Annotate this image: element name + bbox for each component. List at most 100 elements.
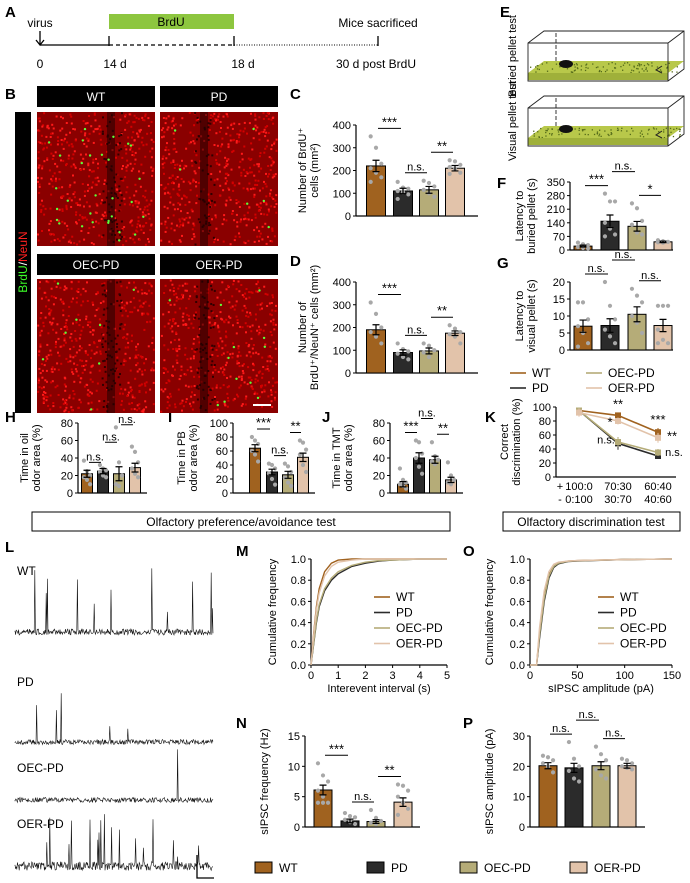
neun-signal	[167, 322, 170, 325]
data-point	[84, 477, 90, 482]
neun-signal	[218, 130, 221, 133]
neun-signal	[189, 366, 192, 369]
neun-signal	[80, 230, 83, 232]
neun-signal	[128, 113, 131, 116]
bedding-texture	[637, 68, 639, 70]
neun-signal	[62, 398, 65, 401]
neun-signal	[37, 239, 40, 242]
neun-signal	[262, 130, 265, 133]
neun-signal	[215, 119, 217, 122]
neun-signal	[170, 182, 173, 184]
data-point	[655, 429, 661, 436]
x-tick-label: 3	[390, 670, 396, 682]
neun-signal	[151, 147, 154, 150]
neun-signal	[180, 210, 182, 213]
neun-signal	[219, 291, 222, 294]
y-tick-label: 5	[559, 328, 565, 340]
neun-signal	[142, 312, 145, 315]
bedding-texture	[571, 71, 573, 73]
neun-signal	[171, 330, 174, 333]
neun-signal	[188, 142, 191, 145]
neun-signal	[105, 182, 108, 185]
neun-signal	[209, 201, 211, 204]
neun-signal	[187, 314, 190, 317]
y-axis-label: cells (mm²)	[309, 143, 321, 197]
neun-signal	[243, 145, 246, 148]
data-point	[288, 469, 294, 475]
neun-signal	[64, 409, 67, 412]
neun-signal	[174, 163, 177, 166]
neun-signal	[178, 348, 181, 350]
significance-label: n.s.	[102, 431, 120, 443]
neun-signal	[43, 147, 45, 150]
neun-signal	[44, 379, 47, 382]
neun-signal	[46, 380, 48, 383]
neun-signal	[83, 238, 86, 241]
neun-signal	[90, 365, 93, 368]
y-tick-label: 0	[345, 211, 351, 223]
neun-signal	[92, 130, 95, 133]
neun-signal	[185, 147, 188, 150]
neun-signal	[78, 240, 81, 243]
neun-signal	[193, 124, 196, 127]
neun-signal	[185, 289, 188, 292]
neun-signal	[120, 403, 123, 406]
neun-signal	[89, 326, 92, 328]
neun-signal	[261, 225, 264, 228]
neun-signal	[37, 390, 40, 393]
bedding-texture	[631, 127, 633, 130]
neun-signal	[196, 398, 199, 401]
brdu-signal	[55, 187, 58, 190]
neun-signal	[119, 204, 122, 207]
data-point	[272, 466, 278, 471]
neun-signal	[268, 381, 270, 384]
neun-signal	[95, 202, 98, 205]
neun-signal	[87, 164, 90, 167]
neun-signal	[168, 240, 171, 243]
data-point	[285, 464, 291, 469]
neun-signal	[94, 314, 97, 317]
neun-signal	[221, 347, 224, 350]
neun-signal	[171, 174, 174, 177]
neun-signal	[146, 205, 149, 208]
neun-signal	[81, 183, 84, 185]
neun-signal	[50, 309, 53, 312]
neun-signal	[39, 203, 42, 206]
neun-signal	[64, 400, 66, 402]
neun-signal	[122, 363, 125, 366]
neun-signal	[150, 138, 153, 141]
neun-signal	[254, 378, 257, 381]
neun-signal	[105, 150, 108, 153]
neun-signal	[125, 191, 128, 194]
neun-signal	[177, 185, 180, 188]
neun-signal	[166, 407, 169, 410]
neun-signal	[124, 113, 127, 116]
neun-signal	[195, 119, 198, 122]
neun-signal	[184, 373, 187, 376]
neun-signal	[77, 288, 80, 291]
neun-signal	[174, 406, 177, 409]
data-point	[406, 186, 411, 191]
neun-signal	[92, 243, 95, 246]
x-tick-label: 1	[335, 670, 341, 682]
neun-signal	[65, 164, 67, 167]
neun-signal	[177, 202, 180, 205]
neun-signal	[222, 352, 225, 355]
neun-signal	[194, 243, 197, 246]
data-point	[352, 821, 358, 827]
neun-signal	[96, 127, 99, 130]
neun-signal	[239, 129, 242, 132]
neun-signal	[265, 203, 268, 206]
neun-signal	[145, 381, 148, 384]
neun-signal	[98, 193, 101, 196]
neun-signal	[137, 354, 140, 357]
neun-signal	[248, 343, 251, 346]
error-bar	[399, 349, 407, 356]
neun-signal	[114, 218, 117, 221]
stain-side-bar	[15, 112, 31, 413]
neun-signal	[198, 334, 201, 337]
neun-signal	[227, 399, 230, 402]
bedding-texture	[577, 67, 579, 70]
y-tick-label: 200	[333, 166, 351, 178]
